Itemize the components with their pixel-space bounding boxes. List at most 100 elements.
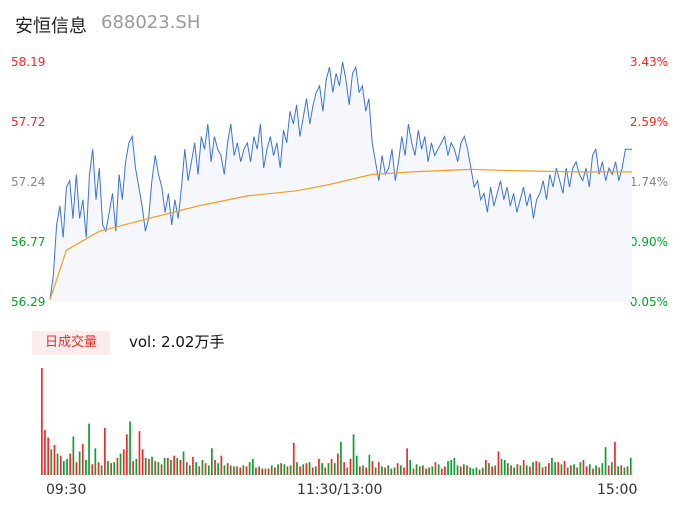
stock-name: 安恒信息: [15, 16, 87, 37]
volume-bar: [63, 461, 65, 475]
volume-bar: [541, 467, 544, 475]
volume-bar: [122, 449, 125, 475]
volume-bar: [305, 463, 308, 475]
volume-bar: [374, 467, 377, 475]
volume-bar: [390, 468, 393, 475]
average-price-line: [49, 168, 632, 300]
volume-bar: [192, 456, 194, 475]
volume-bar: [544, 466, 547, 475]
volume-bar: [551, 457, 553, 475]
volume-bar: [85, 460, 87, 475]
volume-bar: [148, 458, 150, 475]
volume-bar: [409, 460, 412, 475]
volume-bar: [258, 466, 260, 475]
volume-bar: [201, 460, 204, 475]
volume-bar: [604, 447, 607, 475]
volume-bar: [478, 469, 481, 475]
volume-bar: [274, 467, 276, 475]
volume-bar: [444, 466, 446, 475]
volume-bar: [107, 461, 109, 475]
volume-bar: [59, 455, 62, 475]
volume-bar: [343, 462, 345, 475]
volume-bar: [431, 466, 434, 475]
volume-bar: [415, 464, 418, 475]
price-line: [49, 61, 632, 300]
volume-bar: [563, 461, 566, 475]
volume-bar: [617, 466, 619, 475]
volume-bar: [381, 466, 383, 475]
volume-bar: [91, 464, 94, 475]
volume-bar: [229, 465, 232, 475]
volume-bar: [330, 458, 333, 475]
pct-tick-2: 2.59%: [629, 115, 668, 129]
volume-bar: [176, 457, 179, 475]
volume-bar: [44, 430, 46, 475]
volume-bar: [585, 466, 588, 475]
volume-bar: [434, 462, 437, 475]
volume-bar: [428, 467, 430, 475]
time-tick-midday: 11:30/13:00: [297, 482, 383, 498]
volume-bar: [422, 465, 424, 475]
volume-bar: [576, 467, 578, 475]
volume-bar: [50, 449, 53, 475]
volume-bar: [614, 441, 616, 475]
volume-bar: [412, 468, 415, 475]
volume-bar: [447, 461, 449, 475]
volume-bar: [529, 466, 531, 475]
volume-bar: [138, 431, 141, 475]
volume-bar: [601, 463, 604, 475]
volume-bar: [554, 462, 556, 475]
volume-bar: [318, 458, 320, 475]
volume-bar: [623, 467, 626, 475]
volume-bar: [579, 462, 582, 475]
volume-bar: [283, 464, 286, 475]
volume-bar: [355, 455, 358, 475]
volume-bar: [387, 465, 390, 475]
volume-bar: [69, 453, 71, 475]
volume-bar: [516, 464, 519, 475]
price-tick-mid: 57.24: [11, 175, 46, 189]
pct-tick-bottom: 0.05%: [629, 295, 668, 309]
volume-bar: [185, 462, 188, 475]
volume-bar: [503, 460, 506, 475]
volume-bar: [239, 467, 242, 475]
volume-bar: [560, 464, 563, 475]
volume-bar: [588, 464, 591, 475]
volume-bar: [595, 465, 597, 475]
volume-bar: [437, 464, 440, 475]
volume-bar: [204, 463, 207, 475]
volume-bar: [620, 465, 623, 475]
volume-bar: [566, 467, 569, 475]
volume-bar: [315, 466, 317, 475]
volume-bar: [72, 436, 75, 475]
volume-bar: [270, 465, 273, 475]
volume-bar: [214, 460, 216, 475]
volume-bar: [349, 458, 352, 475]
volume-tag[interactable]: 日成交量: [32, 331, 110, 355]
price-tick-top: 58.19: [11, 55, 46, 69]
volume-bar: [81, 444, 84, 475]
volume-bar: [507, 463, 509, 475]
volume-bar: [403, 467, 405, 475]
volume-bar: [97, 462, 100, 475]
volume-bar: [368, 454, 371, 475]
volume-bar: [513, 467, 515, 475]
volume-bar: [573, 464, 575, 475]
volume-bar: [78, 451, 81, 475]
price-tick-2: 57.72: [11, 115, 46, 129]
volume-bar: [157, 462, 160, 475]
volume-bar: [396, 463, 399, 475]
volume-bar: [167, 457, 169, 475]
volume-bar: [289, 465, 292, 475]
volume-bar: [418, 466, 421, 475]
volume-bar: [362, 465, 364, 475]
volume-bar: [333, 463, 336, 475]
volume-bar: [236, 466, 238, 475]
volume-bar: [453, 457, 456, 475]
volume-bar: [160, 464, 163, 475]
volume-bar: [598, 467, 601, 475]
volume-bar: [525, 465, 528, 475]
volume-bar: [340, 441, 342, 475]
volume-bar: [170, 460, 172, 475]
